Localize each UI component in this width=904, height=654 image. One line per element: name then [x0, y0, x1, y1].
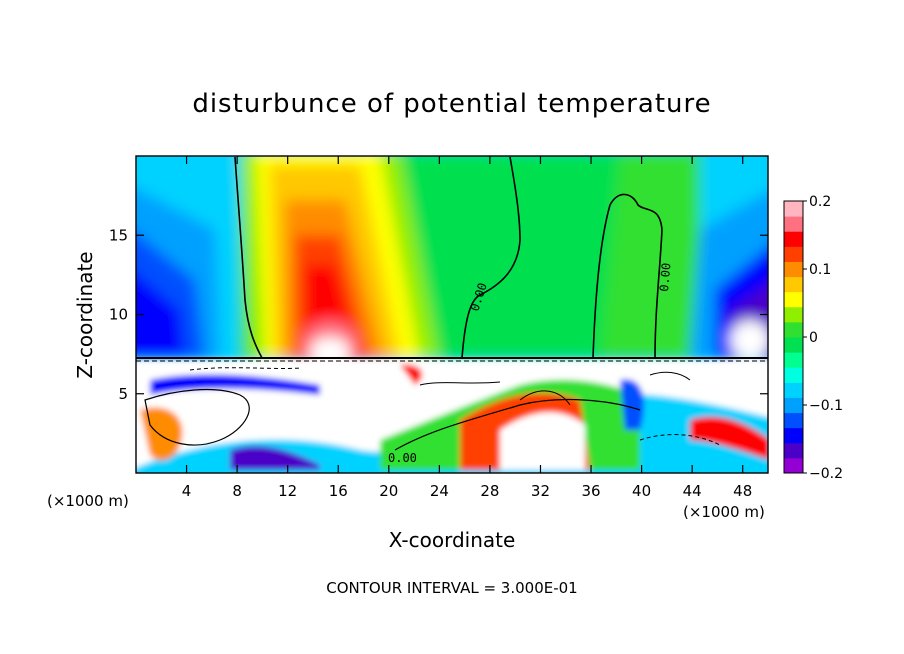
chart-title: disturbunce of potential temperature [192, 89, 711, 119]
x-tick-label: 12 [278, 482, 297, 500]
x-tick-label: 40 [632, 482, 651, 500]
x-tick-label: 4 [182, 482, 192, 500]
y-axis: 5 10 15 [109, 226, 768, 403]
colorbar-swatch [784, 412, 803, 429]
colorbar-swatch [784, 321, 803, 338]
colorbar-swatch [784, 216, 803, 232]
colorbar-swatch [784, 231, 803, 247]
x-axis-label: X-coordinate [389, 528, 516, 552]
x-tick-label: 28 [480, 482, 499, 500]
colorbar-swatch [784, 201, 803, 217]
colorbar-swatch [784, 382, 803, 398]
x-tick-label: 16 [329, 482, 348, 500]
y-tick-label: 5 [118, 385, 128, 403]
contour-label-3: 0.00 [388, 451, 417, 465]
x-tick-label: 8 [232, 482, 242, 500]
colorbar: 0.2 0.1 0 −0.1 −0.2 [784, 194, 843, 482]
contour-interval-note: CONTOUR INTERVAL = 3.000E-01 [326, 579, 577, 597]
x-tick-label: 24 [430, 482, 449, 500]
colorbar-swatch [784, 397, 803, 414]
x-tick-label: 48 [733, 482, 752, 500]
y-tick-label: 10 [109, 306, 128, 324]
upper-field [136, 156, 768, 370]
lower-field [136, 360, 768, 473]
colorbar-swatch [784, 246, 803, 262]
y-tick-label: 15 [109, 226, 128, 244]
colorbar-swatch [784, 306, 803, 323]
x-tick-label: 44 [683, 482, 702, 500]
x-tick-label: 20 [379, 482, 398, 500]
colorbar-tick-label: −0.2 [809, 466, 843, 482]
contour-zero-right [592, 193, 663, 359]
contour-zero-left [234, 156, 263, 359]
colorbar-frame [783, 200, 804, 474]
x-unit-right: (×1000 m) [683, 503, 765, 521]
x-tick-label: 32 [531, 482, 550, 500]
colorbar-swatch [784, 457, 803, 474]
colorbar-swatch [784, 291, 803, 308]
x-unit-left: (×1000 m) [47, 492, 129, 510]
contour-zero-middle [461, 156, 521, 359]
colorbar-tick-label: −0.1 [809, 398, 843, 414]
plot-area: 0.00 0.00 0.00 [136, 156, 768, 473]
contour-label-2: 0.00 [657, 262, 673, 292]
colorbar-tick-label: 0.1 [809, 262, 831, 278]
colorbar-tick-label: 0.2 [809, 194, 831, 210]
x-axis: 4 8 12 16 20 24 28 32 36 40 44 48 [182, 156, 752, 500]
y-axis-label: Z-coordinate [73, 251, 97, 378]
colorbar-swatch [784, 337, 803, 353]
x-tick-label: 36 [581, 482, 600, 500]
colorbar-swatch [784, 352, 803, 368]
colorbar-swatch [784, 427, 803, 444]
contour-lines [144, 156, 721, 451]
colorbar-swatch [784, 442, 803, 459]
colorbar-tick-label: 0 [809, 330, 818, 346]
colorbar-swatch [784, 367, 803, 383]
colorbar-swatch [784, 276, 803, 293]
colorbar-swatch [784, 261, 803, 278]
